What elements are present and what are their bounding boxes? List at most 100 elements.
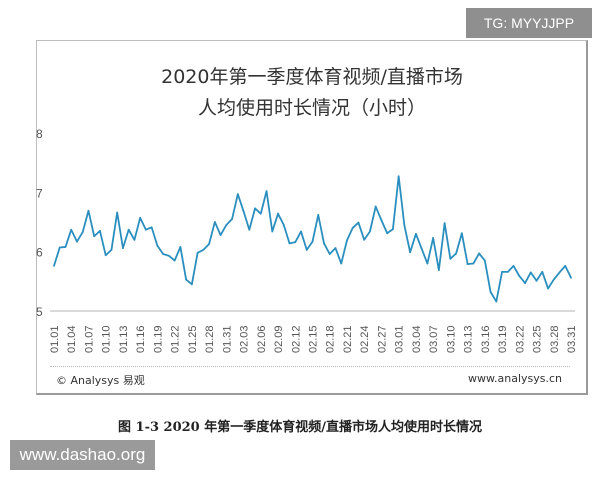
x-tick-label: 03.13 — [463, 325, 475, 353]
data-point — [150, 226, 153, 229]
data-point — [81, 231, 84, 233]
x-tick-label: 01.28 — [204, 325, 216, 353]
data-point — [64, 246, 67, 248]
data-point — [478, 252, 480, 255]
data-point — [535, 279, 538, 282]
chart-title-line2: 人均使用时长情况（小时） — [197, 97, 426, 119]
y-tick-label: 7 — [36, 186, 43, 200]
data-point — [76, 240, 78, 243]
y-tick-label: 8 — [36, 127, 43, 141]
data-point — [248, 228, 251, 231]
y-tick-label: 5 — [36, 305, 43, 319]
data-point — [397, 175, 400, 178]
data-point — [133, 238, 136, 241]
x-tick-label: 03.22 — [514, 325, 526, 353]
data-point — [305, 248, 308, 251]
data-point — [185, 278, 188, 281]
x-tick-label: 01.13 — [118, 325, 130, 353]
data-point — [363, 238, 366, 241]
channel-badge: TG: MYYJJPP — [466, 8, 592, 38]
data-point — [202, 248, 205, 251]
data-point — [426, 262, 429, 265]
footer-copyright: © Analysys 易观 — [56, 374, 145, 387]
y-tick-label: 6 — [36, 246, 43, 260]
series-line — [53, 175, 572, 303]
data-point — [547, 287, 549, 290]
x-tick-label: 02.06 — [256, 325, 268, 353]
x-tick-label: 01.19 — [152, 325, 164, 353]
data-point — [311, 240, 314, 243]
data-point — [512, 265, 515, 267]
data-point — [449, 257, 452, 260]
x-tick-label: 01.25 — [187, 325, 199, 353]
data-point — [265, 190, 268, 193]
data-point — [213, 221, 216, 223]
data-point — [472, 262, 475, 265]
data-point — [392, 228, 394, 231]
data-point — [231, 218, 233, 220]
data-point — [369, 230, 371, 233]
data-point — [242, 210, 245, 213]
x-tick-label: 01.31 — [221, 325, 233, 353]
data-point — [104, 254, 107, 257]
x-tick-label: 03.28 — [549, 325, 561, 353]
data-point — [156, 244, 159, 247]
x-tick-label: 01.22 — [170, 325, 182, 353]
x-tick-label: 02.21 — [342, 325, 354, 353]
x-tick-label: 03.25 — [532, 325, 544, 353]
x-tick-label: 03.31 — [566, 325, 578, 353]
data-point — [415, 232, 417, 235]
data-point — [127, 228, 130, 231]
x-tick-label: 01.10 — [101, 325, 113, 353]
data-point — [495, 300, 498, 303]
x-tick-label: 01.04 — [66, 325, 78, 353]
data-point — [58, 246, 61, 249]
x-tick-label: 03.19 — [497, 325, 509, 353]
chart-title-line1: 2020年第一季度体育视频/直播市场 — [161, 66, 463, 88]
data-point — [374, 205, 377, 208]
data-point — [196, 251, 199, 254]
data-point — [541, 270, 544, 273]
x-tick-label: 02.15 — [308, 325, 320, 353]
data-point — [110, 248, 113, 251]
x-tick-label: 02.18 — [325, 325, 337, 353]
data-point — [167, 254, 170, 257]
data-point — [351, 227, 354, 229]
data-point — [552, 278, 555, 281]
figure-caption: 图 1-3 2020 年第一季度体育视频/直播市场人均使用时长情况 — [118, 420, 482, 435]
data-point — [466, 263, 469, 266]
data-point — [122, 247, 124, 250]
data-point — [340, 262, 343, 265]
data-point — [403, 224, 406, 227]
data-point — [386, 232, 389, 235]
data-point — [99, 230, 101, 232]
x-tick-label: 01.16 — [135, 325, 147, 353]
footer-website: www.analysys.cn — [468, 372, 562, 385]
data-point — [483, 259, 486, 262]
data-point — [208, 243, 211, 245]
data-point — [323, 242, 325, 245]
data-point — [328, 253, 331, 255]
data-point — [259, 212, 262, 215]
x-tick-label: 01.01 — [49, 325, 61, 353]
data-point — [460, 232, 463, 235]
data-point — [139, 216, 142, 219]
data-point — [437, 269, 440, 271]
data-point — [93, 235, 96, 238]
data-point — [489, 291, 492, 293]
data-point — [225, 224, 228, 226]
x-tick-label: 03.10 — [445, 325, 457, 353]
data-point — [501, 270, 503, 273]
chart-card — [36, 40, 588, 395]
data-point — [346, 239, 348, 242]
data-point — [145, 228, 147, 231]
data-point — [87, 209, 90, 212]
x-tick-label: 03.07 — [428, 325, 440, 353]
x-tick-label: 01.07 — [83, 325, 95, 353]
x-tick-label: 02.27 — [376, 325, 388, 353]
data-point — [162, 253, 165, 255]
x-tick-label: 03.16 — [480, 325, 492, 353]
data-point — [288, 242, 291, 245]
data-point — [558, 271, 561, 274]
